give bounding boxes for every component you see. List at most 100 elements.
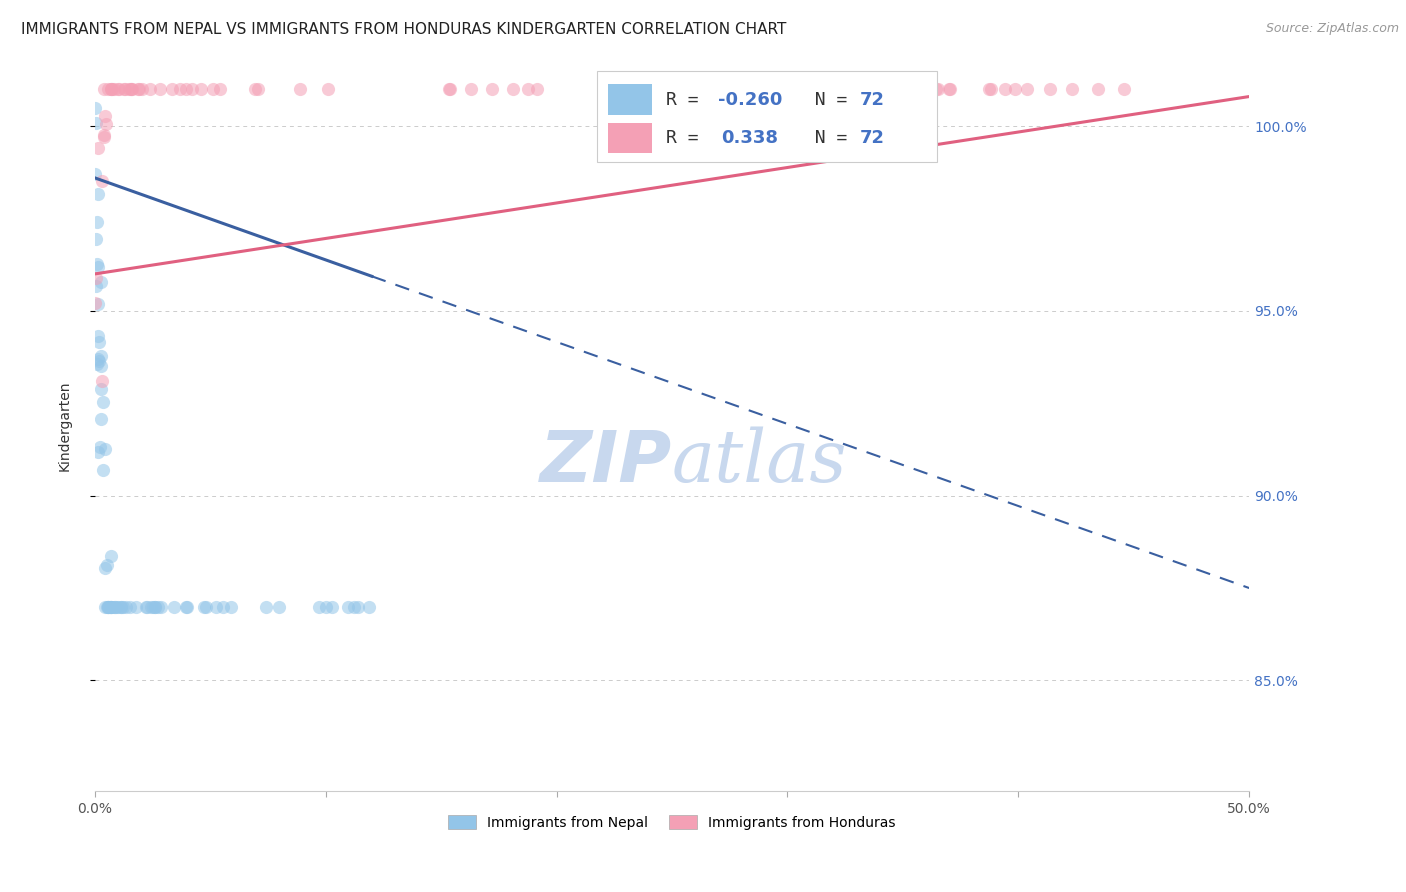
Text: 72: 72 xyxy=(860,91,886,109)
Point xyxy=(112,599,135,614)
Point xyxy=(87,354,110,368)
Point xyxy=(749,82,772,96)
Point xyxy=(97,599,120,614)
Point xyxy=(110,599,132,614)
Point xyxy=(267,599,290,614)
FancyBboxPatch shape xyxy=(609,122,652,153)
Point xyxy=(142,599,165,614)
Point xyxy=(91,395,114,409)
Point xyxy=(93,128,115,142)
Point xyxy=(90,359,112,373)
Point xyxy=(193,599,215,614)
Point xyxy=(176,599,198,614)
Point xyxy=(100,599,122,614)
FancyBboxPatch shape xyxy=(609,85,652,115)
Point xyxy=(87,296,110,310)
Point xyxy=(103,599,125,614)
Point xyxy=(125,599,148,614)
Point xyxy=(190,82,212,96)
Point xyxy=(194,599,217,614)
Point xyxy=(783,82,806,96)
Point xyxy=(1087,82,1109,96)
Point xyxy=(437,82,460,96)
Point xyxy=(97,599,120,614)
Point xyxy=(502,82,524,96)
FancyBboxPatch shape xyxy=(598,70,938,162)
Point xyxy=(460,82,482,96)
Point xyxy=(145,599,167,614)
Point xyxy=(96,117,118,131)
Point xyxy=(84,295,107,310)
Point xyxy=(93,130,115,145)
Point xyxy=(84,271,107,285)
Point xyxy=(481,82,503,96)
Point xyxy=(104,599,127,614)
Point xyxy=(655,82,678,96)
Point xyxy=(315,599,337,614)
Point xyxy=(100,82,122,96)
Point xyxy=(112,82,135,96)
Point xyxy=(141,599,163,614)
Point xyxy=(84,116,107,130)
Text: N =: N = xyxy=(793,128,859,147)
Y-axis label: Kindergarten: Kindergarten xyxy=(58,380,72,471)
Point xyxy=(96,558,118,572)
Point xyxy=(135,599,157,614)
Point xyxy=(693,82,716,96)
Point xyxy=(254,599,277,614)
Point xyxy=(86,357,108,371)
Point xyxy=(439,82,461,96)
Point xyxy=(169,82,191,96)
Point xyxy=(288,82,311,96)
Text: ZIP: ZIP xyxy=(540,427,672,497)
Point xyxy=(347,599,370,614)
Point xyxy=(828,82,851,96)
Point xyxy=(174,82,197,96)
Point xyxy=(91,463,114,477)
Point xyxy=(86,215,108,229)
Point xyxy=(100,82,122,96)
Point xyxy=(94,442,117,456)
Point xyxy=(110,599,132,614)
Point xyxy=(100,599,122,614)
Point xyxy=(925,82,948,96)
Point xyxy=(98,599,121,614)
Point xyxy=(120,82,142,96)
Point xyxy=(84,232,107,246)
Point xyxy=(828,82,851,96)
Point xyxy=(212,599,235,614)
Point xyxy=(87,187,110,202)
Point xyxy=(1015,82,1038,96)
Text: -0.260: -0.260 xyxy=(718,91,783,109)
Text: N =: N = xyxy=(793,91,859,109)
Text: 0.338: 0.338 xyxy=(721,128,779,147)
Point xyxy=(97,82,120,96)
Point xyxy=(336,599,359,614)
Point xyxy=(108,82,131,96)
Point xyxy=(87,141,110,155)
Point xyxy=(994,82,1017,96)
Point xyxy=(713,82,735,96)
Point xyxy=(128,82,150,96)
Point xyxy=(118,599,141,614)
Point xyxy=(201,82,224,96)
Point xyxy=(114,82,136,96)
Point xyxy=(100,549,122,563)
Text: Source: ZipAtlas.com: Source: ZipAtlas.com xyxy=(1265,22,1399,36)
Point xyxy=(107,599,129,614)
Point xyxy=(90,174,112,188)
Point xyxy=(93,82,115,96)
Point xyxy=(143,599,166,614)
Point xyxy=(87,334,110,349)
Point xyxy=(96,599,118,614)
Point xyxy=(834,82,856,96)
Point xyxy=(938,82,960,96)
Point xyxy=(131,82,153,96)
Point xyxy=(181,82,204,96)
Point xyxy=(127,82,149,96)
Legend: Immigrants from Nepal, Immigrants from Honduras: Immigrants from Nepal, Immigrants from H… xyxy=(443,810,901,836)
Point xyxy=(96,599,118,614)
Point xyxy=(162,599,184,614)
Point xyxy=(526,82,548,96)
Point xyxy=(308,599,330,614)
